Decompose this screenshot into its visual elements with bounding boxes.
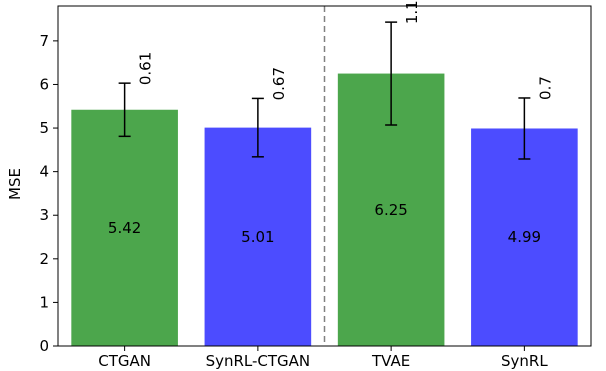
y-tick-label-7: 7 (39, 32, 49, 50)
bar-1 (204, 127, 312, 346)
y-tick-label-3: 3 (39, 206, 49, 224)
bar-3 (471, 128, 578, 346)
value-label-2: 6.25 (374, 201, 407, 219)
error-label-2: 1.18 (403, 0, 421, 24)
y-tick-label-1: 1 (39, 293, 49, 311)
axes-layer: CTGAN SynRL-CTGAN TVAE SynRL 0 1 2 3 4 5 6 7 (39, 5, 592, 370)
value-label-0: 5.42 (108, 219, 141, 237)
bars-layer: 5.42 0.61 5.01 0.67 6.25 1.18 4.99 0.7 (71, 0, 578, 347)
y-tick-label-4: 4 (39, 163, 49, 181)
x-tick-label-1: SynRL-CTGAN (206, 352, 311, 370)
error-label-3: 0.7 (536, 76, 554, 100)
value-label-3: 4.99 (508, 228, 541, 246)
y-axis-label: MSE (6, 168, 24, 200)
plot-frame (57, 5, 592, 347)
error-label-1: 0.67 (270, 67, 288, 100)
y-tick-label-5: 5 (39, 119, 49, 137)
x-tick-label-2: TVAE (371, 352, 410, 370)
x-tick-label-3: SynRL (501, 352, 548, 370)
y-tick-label-0: 0 (39, 337, 49, 355)
value-label-1: 5.01 (241, 228, 274, 246)
y-tick-label-2: 2 (39, 250, 49, 268)
bar-0 (71, 109, 178, 346)
error-label-0: 0.61 (137, 52, 155, 85)
x-tick-label-0: CTGAN (98, 352, 151, 370)
y-tick-label-6: 6 (39, 75, 49, 93)
